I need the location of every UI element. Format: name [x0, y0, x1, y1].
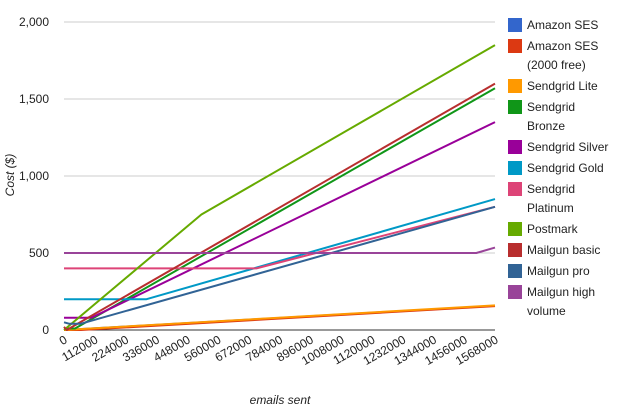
legend-label: Amazon SES [527, 18, 598, 32]
series-line [64, 205, 496, 270]
legend-swatch [508, 264, 522, 278]
legend-swatch [508, 18, 522, 32]
legend-label: Sendgrid Gold [527, 161, 604, 175]
legend-label: Sendgrid Silver [527, 140, 608, 154]
series-line [63, 44, 496, 331]
x-axis-title: emails sent [250, 393, 311, 407]
legend-swatch [508, 243, 522, 257]
legend-label: Mailgun pro [527, 264, 590, 278]
legend-label: Mailgun basic [527, 243, 600, 257]
legend-swatch [508, 79, 522, 93]
series-line [64, 246, 496, 254]
x-tick-label: 0 [57, 332, 70, 348]
y-axis-ticks: 0 500 1,000 1,500 2,000 [19, 15, 49, 337]
legend-swatch [508, 222, 522, 236]
gridlines [64, 21, 495, 331]
legend-swatch [508, 39, 522, 53]
x-axis-ticks: 0112000224000336000448000560000672000784… [57, 332, 501, 368]
legend-label: Sendgrid Bronze [527, 100, 575, 133]
y-tick-label: 0 [42, 323, 49, 337]
legend-swatch [508, 285, 522, 299]
legend-label: Sendgrid Platinum [527, 182, 575, 215]
legend-swatch [508, 182, 522, 196]
legend-swatch [508, 100, 522, 114]
legend-label: Amazon SES (2000 free) [527, 39, 598, 72]
y-tick-label: 1,500 [19, 92, 49, 106]
legend-label: Sendgrid Lite [527, 79, 598, 93]
legend-swatch [508, 140, 522, 154]
y-tick-label: 500 [29, 246, 49, 260]
y-tick-label: 2,000 [19, 15, 49, 29]
legend-label: Postmark [527, 222, 579, 236]
series-line [64, 198, 496, 301]
y-tick-label: 1,000 [19, 169, 49, 183]
series-line [64, 121, 496, 319]
legend-swatch [508, 161, 522, 175]
series-line [63, 82, 496, 331]
legend: Amazon SES Amazon SES (2000 free) Sendgrid … [508, 18, 608, 318]
series-line [63, 205, 496, 325]
series-lines [63, 44, 496, 331]
legend-label: Mailgun high volume [527, 285, 595, 318]
y-axis-title: Cost ($) [3, 154, 17, 197]
series-line [63, 304, 496, 331]
